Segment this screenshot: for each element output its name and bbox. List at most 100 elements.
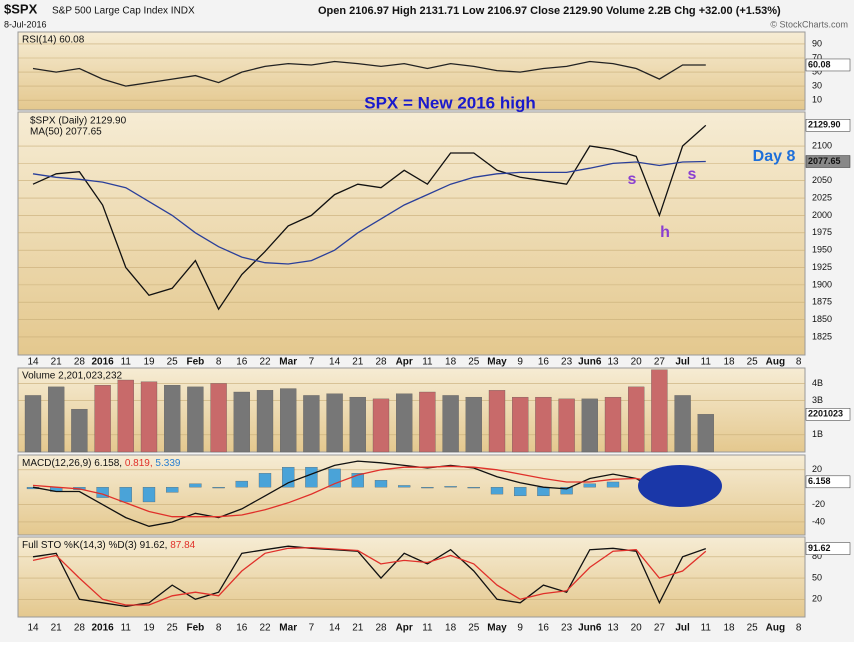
y-tick-label: -20 (812, 499, 825, 509)
y-tick-label: 1900 (812, 279, 832, 289)
bar (396, 393, 413, 453)
y-tick-label: 10 (812, 95, 822, 105)
bar (512, 396, 529, 453)
bar (581, 398, 598, 453)
y-tick-label: 3B (812, 395, 823, 405)
bar (674, 395, 691, 453)
bar (628, 386, 645, 453)
x-tick-label: Aug (766, 623, 785, 634)
panel-label: Full STO %K(14,3) %D(3) 91.62, 87.84 (22, 540, 196, 551)
x-tick-label: Apr (396, 623, 413, 634)
x-tick-label: 19 (143, 623, 155, 634)
x-tick-label: 16 (538, 357, 550, 368)
bar (258, 473, 272, 488)
legend-entry: MA(50) 2077.65 (30, 127, 102, 138)
series-line (32, 160, 706, 265)
y-tick-label: 2025 (812, 192, 832, 202)
y-tick-label: -40 (812, 516, 825, 526)
x-tick-label: 18 (445, 357, 457, 368)
bar (24, 395, 42, 453)
x-tick-label: 7 (309, 623, 315, 634)
x-tick-label: Jul (675, 623, 690, 634)
bar (48, 386, 65, 453)
x-tick-label: 20 (631, 357, 643, 368)
bar (560, 487, 573, 495)
annotation: Day 8 (753, 148, 796, 165)
y-tick-label: 20 (812, 464, 822, 474)
bar (604, 396, 622, 453)
bar (651, 369, 668, 453)
y-tick-label: 2000 (812, 210, 832, 220)
value-marker-label: 60.08 (808, 59, 831, 69)
x-tick-label: 25 (747, 357, 759, 368)
x-tick-label: 11 (121, 357, 132, 368)
y-tick-label: 4B (812, 378, 823, 388)
x-tick-label: 9 (517, 357, 523, 368)
y-tick-label: 1B (812, 429, 823, 439)
value-marker-label: 2129.90 (808, 120, 841, 130)
y-tick-label: 70 (812, 52, 822, 62)
bar (233, 391, 250, 453)
x-tick-label: 25 (167, 357, 179, 368)
bar (421, 487, 434, 489)
x-tick-label: 18 (445, 623, 457, 634)
x-tick-label: 18 (723, 623, 735, 634)
date: 8-Jul-2016 (4, 19, 47, 29)
value-marker (805, 58, 851, 72)
x-tick-label: 16 (236, 357, 248, 368)
value-marker (805, 475, 851, 489)
x-tick-label: Feb (187, 357, 205, 368)
x-tick-label: Mar (279, 357, 297, 368)
x-tick-label: Jul (675, 357, 690, 368)
annotation: SPX = New 2016 high (364, 93, 536, 112)
x-tick-label: 25 (747, 623, 759, 634)
series-line (32, 124, 707, 311)
y-tick-label: 50 (812, 66, 822, 76)
x-tick-label: Jun6 (578, 357, 602, 368)
panel-label-part: MACD(12,26,9) 6.158, (22, 458, 122, 469)
series-line (32, 546, 707, 606)
x-tick-label: 25 (468, 357, 480, 368)
bar (303, 395, 320, 453)
x-tick-label: 8 (216, 623, 222, 634)
bar (583, 483, 596, 488)
bar (442, 395, 459, 453)
panel-label: Volume 2,201,023,232 (22, 371, 123, 382)
x-tick-label: 13 (607, 623, 619, 634)
bar (280, 388, 297, 453)
symbol: $SPX (4, 1, 38, 16)
x-tick-label: 20 (631, 623, 643, 634)
panel-label-part: 87.84 (167, 540, 195, 551)
x-tick-label: 14 (329, 357, 341, 368)
y-tick-label: 1975 (812, 227, 832, 237)
bar (212, 487, 225, 489)
value-marker-label: 2201023 (808, 409, 843, 419)
bar (282, 467, 295, 488)
bar (349, 396, 366, 453)
bar (488, 390, 506, 453)
y-tick-label: 50 (812, 572, 822, 582)
x-tick-label: May (487, 623, 507, 634)
bar (372, 398, 390, 453)
bar (187, 386, 204, 453)
x-tick-label: Jun6 (578, 623, 602, 634)
x-tick-label: 21 (51, 357, 63, 368)
bar (328, 468, 341, 488)
bar (256, 390, 274, 453)
x-tick-label: 28 (74, 623, 86, 634)
x-tick-label: 16 (236, 623, 248, 634)
x-tick-label: 23 (561, 623, 573, 634)
annotation: s (628, 171, 637, 188)
x-tick-label: 22 (259, 623, 271, 634)
x-tick-label: 21 (352, 357, 364, 368)
bar (140, 381, 158, 453)
bar (419, 391, 436, 453)
bar (210, 383, 227, 453)
panel-label-part: Full STO %K(14,3) %D(3) 91.62, (22, 540, 167, 551)
series-line (32, 545, 707, 608)
x-tick-label: 9 (517, 623, 523, 634)
bar (398, 485, 411, 488)
x-tick-label: 14 (27, 357, 39, 368)
bar (164, 384, 181, 453)
